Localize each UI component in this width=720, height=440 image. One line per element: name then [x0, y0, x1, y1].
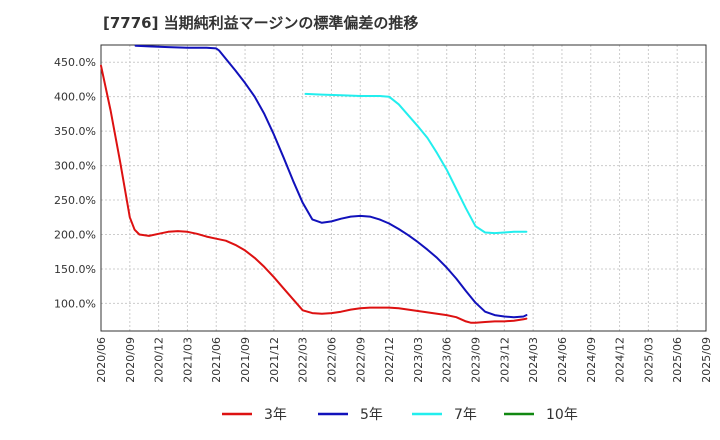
x-tick-label: 2023/09 — [470, 337, 483, 383]
legend-label: 10年 — [546, 407, 578, 423]
y-tick-label: 150.0% — [54, 263, 96, 276]
legend-label: 3年 — [264, 407, 287, 423]
plot-frame — [100, 44, 707, 332]
x-tick-label: 2021/12 — [268, 337, 281, 383]
x-tick-label: 2025/06 — [671, 337, 684, 383]
y-tick-label: 100.0% — [54, 297, 96, 310]
y-tick-label: 300.0% — [54, 160, 96, 173]
x-tick-label: 2021/06 — [210, 337, 223, 383]
legend-label: 5年 — [360, 407, 383, 423]
y-tick-label: 200.0% — [54, 229, 96, 242]
x-tick-label: 2020/06 — [95, 337, 108, 383]
x-tick-label: 2024/09 — [585, 337, 598, 383]
x-tick-label: 2024/06 — [556, 337, 569, 383]
x-tick-label: 2025/09 — [700, 337, 713, 383]
x-tick-label: 2021/09 — [239, 337, 252, 383]
x-tick-label: 2023/12 — [498, 337, 511, 383]
x-tick-label: 2022/03 — [297, 337, 310, 383]
x-tick-label: 2022/06 — [325, 337, 338, 383]
series-line-5年 — [134, 44, 528, 319]
x-tick-label: 2024/12 — [614, 337, 627, 383]
y-tick-label: 350.0% — [54, 125, 96, 138]
x-tick-label: 2022/12 — [383, 337, 396, 383]
series-line-7年 — [304, 92, 528, 235]
x-tick-label: 2025/03 — [642, 337, 655, 383]
series-line-3年 — [100, 64, 528, 324]
legend-label: 7年 — [454, 407, 477, 423]
x-tick-label: 2020/12 — [153, 337, 166, 383]
x-tick-label: 2021/03 — [181, 337, 194, 383]
chart-title: [7776] 当期純利益マージンの標準偏差の推移 — [103, 14, 419, 32]
x-tick-label: 2024/03 — [527, 337, 540, 383]
x-tick-label: 2022/09 — [354, 337, 367, 383]
y-tick-label: 250.0% — [54, 194, 96, 207]
x-tick-label: 2023/03 — [412, 337, 425, 383]
x-tick-label: 2023/06 — [441, 337, 454, 383]
y-tick-label: 450.0% — [54, 56, 96, 69]
y-tick-label: 400.0% — [54, 91, 96, 104]
x-tick-label: 2020/09 — [124, 337, 137, 383]
